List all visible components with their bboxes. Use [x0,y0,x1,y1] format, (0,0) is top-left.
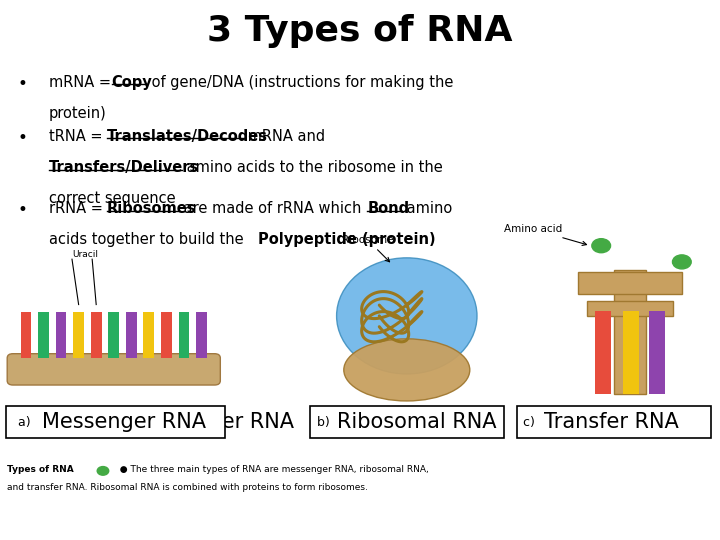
Text: correct sequence: correct sequence [49,191,176,206]
Polygon shape [143,305,154,312]
Text: Transfers/Delivers: Transfers/Delivers [49,160,199,175]
FancyBboxPatch shape [310,406,504,438]
Text: b): b) [317,416,333,429]
Polygon shape [55,305,66,312]
Text: of gene/DNA (instructions for making the: of gene/DNA (instructions for making the [147,75,454,90]
Polygon shape [38,305,49,312]
Bar [73,312,84,358]
Text: ● The three main types of RNA are messenger RNA, ribosomal RNA,: ● The three main types of RNA are messen… [114,465,428,475]
Text: •: • [18,129,28,146]
Bar [587,301,673,316]
FancyBboxPatch shape [7,354,220,385]
Text: Ribosome: Ribosome [342,235,394,262]
Bar [614,270,646,394]
Text: Messenger RNA: Messenger RNA [130,412,294,433]
Bar [91,312,102,358]
Text: protein): protein) [49,106,107,121]
Bar [623,310,639,394]
Ellipse shape [344,339,469,401]
Text: Messenger RNA: Messenger RNA [42,412,206,433]
Text: Translates/Decodes: Translates/Decodes [107,129,268,144]
Bar [20,312,32,358]
Polygon shape [20,305,32,312]
Bar [196,312,207,358]
Text: Ribosomes: Ribosomes [107,201,196,216]
Bar [108,312,120,358]
Bar [38,312,49,358]
Polygon shape [91,305,102,312]
Text: Copy: Copy [112,75,153,90]
Circle shape [592,239,611,253]
Text: mRNA and: mRNA and [243,129,325,144]
Text: amino: amino [402,201,452,216]
Text: tRNA =: tRNA = [49,129,107,144]
Text: acids together to build the: acids together to build the [49,232,248,247]
Text: •: • [18,201,28,219]
Text: Bond: Bond [367,201,410,216]
Bar [595,310,611,394]
Polygon shape [73,305,84,312]
Text: and transfer RNA. Ribosomal RNA is combined with proteins to form ribosomes.: and transfer RNA. Ribosomal RNA is combi… [7,483,368,492]
Text: are made of rRNA which: are made of rRNA which [179,201,366,216]
FancyBboxPatch shape [517,406,711,438]
Polygon shape [108,305,120,312]
Circle shape [97,467,109,475]
Text: Amino acid: Amino acid [504,224,587,246]
Text: 3 Types of RNA: 3 Types of RNA [207,14,513,48]
Bar [179,312,189,358]
Ellipse shape [336,258,477,374]
Text: Types of RNA: Types of RNA [7,465,74,475]
Text: rRNA =: rRNA = [49,201,107,216]
Bar [161,312,172,358]
FancyBboxPatch shape [6,406,225,438]
Text: a): a) [112,416,128,429]
Text: Polypeptide (protein): Polypeptide (protein) [258,232,436,247]
Text: Ribosomal RNA: Ribosomal RNA [337,412,497,433]
Bar [578,272,682,294]
Text: mRNA =: mRNA = [49,75,116,90]
Polygon shape [126,305,137,312]
Polygon shape [161,305,172,312]
Polygon shape [196,305,207,312]
Text: amino acids to the ribosome in the: amino acids to the ribosome in the [182,160,443,175]
Text: c): c) [523,416,539,429]
Text: •: • [18,75,28,92]
Bar [143,312,154,358]
Text: Transfer RNA: Transfer RNA [544,412,678,433]
Bar [126,312,137,358]
Polygon shape [179,305,189,312]
Text: a): a) [18,416,35,429]
Circle shape [672,255,691,269]
Bar [55,312,66,358]
Bar [649,310,665,394]
Text: Uracil: Uracil [72,250,98,259]
